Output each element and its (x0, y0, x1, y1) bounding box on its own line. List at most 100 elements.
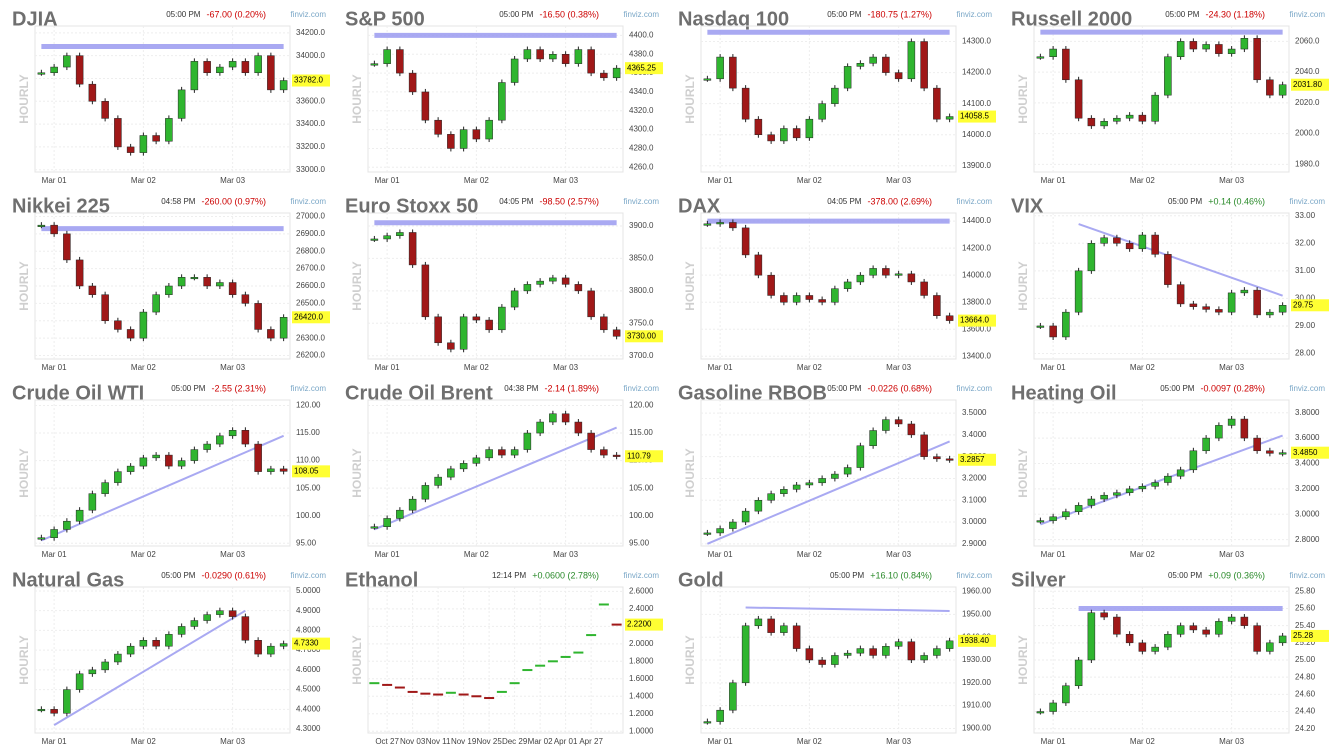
y-tick-label: 4320.0 (629, 106, 654, 115)
candle (1062, 48, 1070, 81)
candle (421, 264, 430, 318)
chart-panel: Ethanol finviz.com +0.0600 (2.78%) 12:14 PM… (345, 569, 663, 746)
price-dash (407, 690, 418, 693)
x-tick-label: Mar 01 (708, 550, 733, 559)
axis-label: HOURLY (683, 261, 697, 311)
candle (139, 135, 148, 153)
candle (574, 49, 583, 64)
axis-label: HOURLY (1016, 635, 1030, 685)
y-tick-label: 3.8000 (1295, 408, 1320, 417)
candle (523, 49, 532, 60)
candle (1125, 114, 1134, 119)
y-tick-label: 3850.0 (629, 254, 654, 263)
y-tick-label: 2.8000 (1295, 535, 1320, 544)
candle (587, 290, 595, 318)
y-tick-label: 24.80 (1295, 672, 1316, 681)
candle (139, 640, 148, 647)
candle (920, 281, 928, 296)
candle (729, 682, 737, 711)
candle (612, 67, 621, 79)
candle (587, 49, 595, 74)
last-price: 4.7330 (294, 639, 319, 648)
candle (190, 449, 199, 461)
time: 05:00 PM (827, 10, 862, 19)
candle (485, 449, 493, 459)
candle (459, 463, 468, 470)
candle (767, 618, 775, 633)
candle (1074, 79, 1083, 119)
y-tick-label: 3.2000 (1295, 484, 1320, 493)
y-tick-label: 100.00 (629, 511, 654, 520)
candle (818, 659, 826, 665)
x-tick-label: Mar 03 (1219, 176, 1244, 185)
candle (549, 54, 557, 60)
candle (1227, 292, 1236, 313)
candle (574, 284, 583, 292)
y-tick-label: 4.6000 (296, 665, 321, 674)
candle (1189, 625, 1198, 631)
candle (523, 432, 532, 450)
y-tick-label: 100.00 (296, 511, 321, 520)
candle (1176, 284, 1185, 305)
plot-frame (34, 25, 291, 173)
candle (177, 460, 186, 467)
last-price: 110.79 (627, 451, 651, 460)
y-tick-label: 4280.0 (629, 144, 654, 153)
candle (1278, 305, 1287, 313)
candle (1087, 612, 1096, 661)
candle (1036, 520, 1045, 523)
y-tick-label: 33600.0 (296, 96, 325, 105)
candle (716, 709, 724, 722)
time: 05:00 PM (1168, 197, 1203, 206)
change: -260.00 (0.97%) (201, 196, 266, 206)
y-tick-label: 3800.0 (629, 286, 654, 295)
candle (1202, 44, 1210, 50)
last-price: 4365.25 (627, 63, 656, 72)
candle (228, 282, 237, 295)
candle (63, 689, 71, 714)
candle (101, 294, 109, 322)
trend-line (745, 606, 950, 612)
y-tick-label: 13900.0 (962, 161, 991, 170)
axis-label: HOURLY (683, 448, 697, 498)
y-tick-label: 4300.0 (629, 125, 654, 134)
last-price: 1938.40 (960, 636, 989, 645)
x-tick-label: Mar 03 (553, 176, 578, 185)
candle (434, 316, 442, 344)
change: -2.14 (1.89%) (544, 383, 599, 393)
time: 05:00 PM (1160, 384, 1195, 393)
candle (510, 449, 519, 456)
source: finviz.com (956, 571, 992, 580)
candle (1253, 289, 1261, 316)
y-tick-label: 14000.0 (962, 130, 991, 139)
candle (1240, 418, 1249, 439)
y-tick-label: 3.0000 (962, 517, 987, 526)
candle (75, 509, 84, 522)
y-tick-label: 4260.0 (629, 162, 654, 171)
x-tick-label: Mar 03 (553, 550, 578, 559)
y-tick-label: 14000.0 (962, 270, 991, 279)
candle (177, 626, 186, 635)
candle (780, 295, 788, 303)
x-tick-label: Mar 01 (1041, 737, 1066, 746)
last-price: 14058.5 (960, 112, 989, 121)
candle (1240, 38, 1249, 50)
y-tick-label: 25.40 (1295, 621, 1316, 630)
y-tick-label: 13600.0 (962, 324, 991, 333)
chart-panel: Gold finviz.com +16.10 (0.84%) 05:00 PM HOUR… (678, 569, 996, 746)
candle (63, 55, 71, 68)
candle (114, 471, 122, 483)
candle (447, 134, 455, 149)
chart-title: Heating Oil (1011, 382, 1117, 404)
candle (729, 521, 737, 529)
y-tick-label: 115.00 (296, 428, 320, 437)
candle (600, 449, 608, 456)
candle (267, 645, 275, 655)
candle (63, 233, 71, 261)
change: -2.55 (2.31%) (211, 383, 266, 393)
candle (152, 135, 160, 142)
candle (254, 640, 262, 655)
candle (1138, 486, 1147, 490)
candle (920, 41, 928, 89)
y-tick-label: 3.5000 (962, 408, 987, 417)
